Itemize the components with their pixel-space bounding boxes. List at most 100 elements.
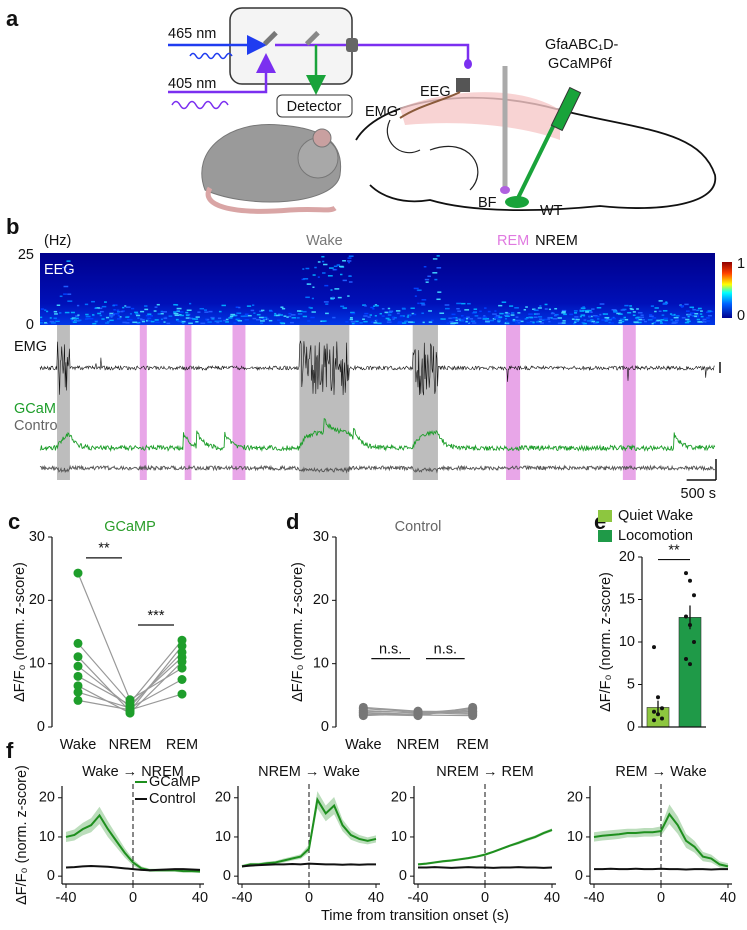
spectrogram-texture [689, 312, 695, 314]
spectrogram-texture [649, 314, 653, 316]
spectrogram-texture [613, 311, 618, 313]
y-tick-label: 10 [215, 829, 231, 845]
spectrogram-texture [321, 255, 325, 258]
spectrogram-texture [599, 313, 602, 316]
y-tick-label: 20 [215, 790, 231, 806]
spectrogram-texture [91, 300, 95, 303]
spectrogram-texture [362, 318, 365, 320]
spectrogram-texture [349, 316, 353, 319]
spectrogram-texture [561, 309, 567, 312]
spectrogram-texture [573, 322, 576, 325]
y-tick-label: 0 [627, 719, 635, 735]
eeg-connector [456, 78, 470, 92]
spectrogram-texture [277, 319, 281, 322]
spectrogram [40, 253, 715, 325]
data-point [73, 568, 83, 578]
freq-unit: (Hz) [44, 233, 71, 249]
chart-title: GCaMP [104, 519, 156, 535]
spectrogram-texture [200, 322, 206, 325]
rem-shading [232, 325, 246, 480]
spectrogram-texture [619, 313, 623, 315]
spectrogram-texture [323, 301, 329, 303]
spectrogram-texture [174, 314, 180, 317]
spectrogram-texture [655, 320, 660, 323]
error-band [418, 828, 552, 866]
spectrogram-texture [333, 265, 338, 268]
spectrogram-texture [119, 316, 122, 318]
spectrogram-texture [338, 265, 344, 268]
spectrogram-texture [67, 300, 73, 302]
freq-tick-label: 0 [26, 317, 34, 333]
fiber-tip [464, 59, 472, 69]
wake-shading [57, 325, 70, 480]
spectrogram-texture [70, 311, 75, 314]
spectrogram-texture [467, 302, 471, 305]
spectrogram-texture [610, 322, 614, 324]
y-tick-label: 20 [391, 790, 407, 806]
spectrogram-texture [204, 311, 209, 313]
spectrogram-texture [211, 318, 215, 320]
chart-title: NREM → Wake [258, 764, 360, 780]
spectrogram-texture [330, 298, 334, 300]
x-tick-label: -40 [584, 890, 605, 906]
spectrogram-texture [77, 314, 80, 316]
spectrogram-texture [179, 314, 184, 317]
spectrogram-texture [401, 307, 406, 310]
spectrogram-texture [411, 312, 415, 315]
spectrogram-texture [68, 270, 72, 273]
spectrogram-texture [386, 321, 392, 323]
spectrogram-texture [185, 314, 190, 317]
spectrogram-texture [702, 318, 707, 321]
spectrogram-texture [125, 322, 130, 324]
spectrogram-texture [421, 304, 426, 306]
spectrogram-texture [479, 310, 482, 313]
spectrogram-texture [105, 316, 110, 319]
y-tick-label: 0 [575, 868, 583, 884]
line [241, 862, 376, 868]
spectrogram-texture [471, 312, 477, 314]
spectrogram-texture [618, 320, 622, 322]
spectrogram-texture [432, 272, 438, 274]
spectrogram-texture [638, 321, 642, 324]
spectrogram-texture [40, 308, 45, 310]
spectrogram-texture [117, 315, 121, 317]
spectrogram-texture [496, 317, 502, 320]
spectrogram-texture [485, 319, 490, 322]
spectrogram-texture [164, 316, 167, 319]
spectrogram-texture [346, 260, 352, 262]
spectrogram-texture [306, 283, 312, 285]
spectrogram-texture [75, 320, 80, 322]
spectrogram-texture [340, 273, 343, 276]
spectrogram-texture [145, 314, 150, 317]
spectrogram-texture [323, 263, 328, 266]
channel-label: GCaMP [14, 401, 66, 417]
spectrogram-texture [582, 306, 586, 308]
spectrogram-texture [325, 312, 329, 315]
y-axis-label: ΔF/F₀ (norm. z-score) [12, 562, 28, 702]
legend-swatch [598, 510, 612, 522]
spectrogram-texture [325, 303, 329, 305]
spectrogram-texture [680, 306, 684, 308]
data-point [177, 689, 187, 699]
spectrogram-texture [582, 309, 585, 312]
spectrogram-texture [59, 312, 62, 314]
spectrogram-texture [278, 313, 281, 316]
spectrogram-texture [110, 316, 113, 318]
spectrogram-texture [375, 305, 379, 307]
spectrogram-texture [606, 318, 609, 320]
spectrogram-texture [127, 319, 133, 321]
spectrogram-texture [113, 309, 116, 311]
spectrogram-texture [510, 314, 515, 316]
legend-label: Control [149, 791, 196, 807]
spectrogram-texture [461, 302, 466, 305]
spectrogram-texture [428, 321, 433, 323]
spectrogram-texture [307, 320, 311, 322]
spectrogram-texture [457, 318, 460, 320]
spectrogram-texture [410, 307, 415, 310]
spectrogram-texture [44, 321, 47, 324]
spectrogram-texture [450, 322, 456, 325]
spectrogram-texture [590, 318, 594, 321]
spectrogram-texture [448, 317, 453, 319]
colorbar [722, 262, 732, 318]
spectrogram-texture [263, 316, 268, 319]
